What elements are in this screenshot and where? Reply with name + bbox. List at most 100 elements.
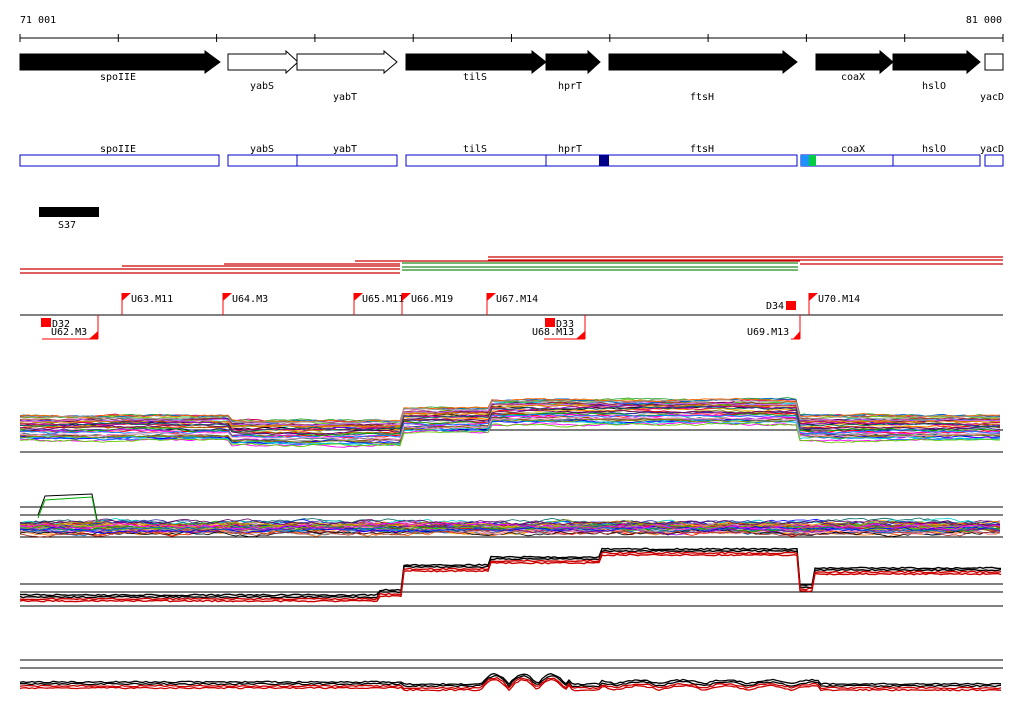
gene-box-label-tils: tilS [463,144,487,155]
gene-label-yabt: yabT [333,92,357,103]
mean-profile-line [19,549,1002,599]
expression-panel-tiling-profiles [19,397,1003,453]
downshift-label-d34: D34 [766,301,784,312]
expression-panel-mean-profile [19,547,1003,607]
gene-label-yacd: yacD [980,92,1004,103]
gene-box-label-spoiie: spoIIE [100,144,136,155]
expression-profile-line [19,416,1001,441]
gene-arrow-hslo[interactable] [892,49,981,75]
expression-profile-line [19,416,1001,443]
gene-arrow-yabs[interactable] [227,49,299,75]
gene-arrow-tils[interactable] [405,49,547,75]
end-coordinate: 81 000 [966,15,1002,26]
upshift-marker-u66[interactable]: U66.M19 [401,293,453,315]
upshift-marker-u64[interactable]: U64.M3 [222,293,268,315]
gene-label-coax: coaX [841,72,865,83]
expression-panel-reverse-strand [19,659,1003,692]
expression-profile-line [19,525,1001,534]
gene-box-label-hprt: hprT [558,144,582,155]
expression-profile-line [19,412,1001,438]
gene-box-track: spoIIE yabS yabT tilS hprT ftsH coaX hsl… [19,144,1004,167]
gene-box-ftsh[interactable] [607,154,798,167]
gene-arrow-ftsh[interactable] [608,49,798,75]
upshift-marker-u63[interactable]: U63.M11 [121,293,173,315]
gene-box-label-ftsh: ftsH [690,144,714,155]
reverse-profile-line [19,672,1002,686]
promoter-bar[interactable] [39,207,99,217]
gene-arrow-yacd[interactable] [984,53,1004,71]
gene-box-hprt[interactable] [545,154,609,167]
ruler-ticks [19,34,1004,42]
upshift-label-u70: U70.M14 [818,294,860,305]
downshift-label-d32: D32 [52,319,70,330]
expression-peak-line [37,496,98,523]
expression-profile-line [19,415,1001,443]
expression-panel-smoothed-profiles [19,493,1003,538]
downshift-marker-d34[interactable]: D34 [766,301,796,312]
upshift-label-u64: U64.M3 [232,294,268,305]
expression-profile-line [19,518,1001,527]
reverse-profile-line [19,678,1001,692]
expression-profile-line [19,405,1001,431]
gene-box-hslo[interactable] [892,154,981,167]
gene-box-label-yabt: yabT [333,144,357,155]
upshift-marker-u67[interactable]: U67.M14 [486,293,538,315]
expression-profile-line [19,404,1001,429]
gene-label-hprt: hprT [558,81,582,92]
gene-box-label-coax: coaX [841,144,865,155]
upshift-label-u66: U66.M19 [411,294,453,305]
gene-box-yacd[interactable] [984,154,1004,167]
gene-arrow-coax[interactable] [815,49,894,75]
upshift-label-u62: U62.M3 [51,327,87,338]
reverse-profile-line [20,674,1002,688]
expression-profile-line [19,422,1000,448]
gene-box-yabt[interactable] [296,154,398,167]
expression-profile-line [19,522,1001,531]
upshift-label-u63: U63.M11 [131,294,173,305]
expression-profile-line [19,413,1001,439]
gene-box-label-hslo: hslO [922,144,946,155]
expression-profile-line [19,399,1001,424]
gene-label-hslo: hslO [922,81,946,92]
gene-label-ftsh: ftsH [690,92,714,103]
downshift-marker-d32[interactable]: D32 [41,318,70,330]
expression-profile-line [19,401,1001,427]
gene-box-label-yabs: yabS [250,144,274,155]
feature-dark-blue[interactable] [599,155,609,166]
mean-profile-line [19,551,1002,601]
mean-profile-line [19,553,1002,603]
gene-box-spoiie[interactable] [19,154,220,167]
gene-label-spoiie: spoIIE [100,72,136,83]
gene-label-yabs: yabS [250,81,274,92]
expression-profile-line [19,418,1001,445]
expression-profile-line [19,405,1001,433]
feature-green[interactable] [809,155,816,166]
gene-box-yabs[interactable] [227,154,298,167]
upshift-marker-u62[interactable]: U62.M3 [42,315,99,340]
upshift-marker-u68[interactable]: U68.M13 [532,315,586,340]
gene-arrow-spoiie[interactable] [19,50,221,74]
shift-marker-track: U63.M11 U64.M3 U65.M11 U66.M19 U67.M14 U… [20,293,1003,340]
gene-arrow-track: spoIIE yabS yabT tilS hprT ftsH coaX hsl… [19,49,1004,103]
upshift-marker-u65[interactable]: U65.M11 [353,293,404,315]
transcript-track [20,256,1003,274]
downshift-label-d33: D33 [556,319,574,330]
gene-arrow-hprt[interactable] [545,49,601,75]
upshift-label-u68: U68.M13 [532,327,574,338]
upshift-label-u67: U67.M14 [496,294,538,305]
expression-profile-line [19,519,1001,530]
gene-arrow-yabt[interactable] [296,49,398,75]
gene-label-tils: tilS [463,72,487,83]
gene-box-tils[interactable] [405,154,547,167]
upshift-marker-u69[interactable]: U69.M13 [747,315,801,340]
upshift-marker-u70[interactable]: U70.M14 [808,293,860,315]
start-coordinate: 71 001 [20,15,56,26]
expression-profile-line [19,517,1001,526]
mean-profile-line [19,547,1001,597]
promoter-label: S37 [58,220,76,231]
downshift-marker-d33[interactable]: D33 [545,318,574,330]
feature-light-blue[interactable] [801,155,809,166]
upshift-label-u69: U69.M13 [747,327,789,338]
